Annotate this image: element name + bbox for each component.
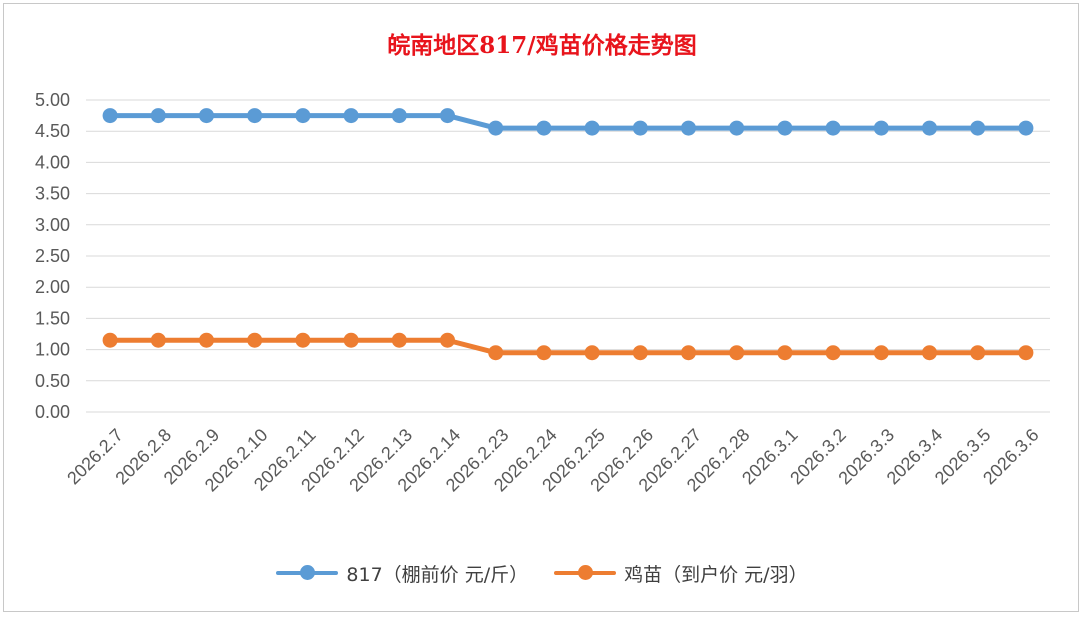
data-point-1: [536, 345, 552, 361]
chart-frame: [3, 3, 1079, 612]
y-tick-label: 3.50: [35, 184, 70, 204]
data-point-1: [632, 345, 648, 361]
data-point-1: [681, 345, 696, 361]
data-point-0: [825, 120, 841, 136]
data-point-0: [488, 120, 504, 136]
y-tick-label: 5.00: [35, 90, 70, 110]
legend-label-817: 817（棚前价 元/斤）: [346, 563, 529, 586]
data-point-0: [729, 120, 745, 136]
data-point-0: [922, 120, 937, 136]
y-tick-label: 2.50: [35, 246, 70, 266]
data-point-1: [729, 345, 745, 361]
data-point-0: [970, 120, 986, 136]
series-line-1: [107, 337, 1029, 356]
data-point-1: [391, 332, 407, 348]
data-point-1: [922, 345, 937, 361]
data-point-1: [102, 332, 118, 348]
y-tick-label: 1.50: [35, 308, 70, 328]
chart-title: 皖南地区817/鸡苗价格走势图: [387, 32, 697, 59]
data-point-1: [488, 345, 504, 361]
data-point-1: [873, 345, 889, 361]
data-point-1: [825, 345, 841, 361]
data-point-0: [873, 120, 889, 136]
y-tick-label: 4.50: [35, 121, 70, 141]
data-point-1: [777, 345, 793, 361]
legend-swatch-chick: [554, 565, 617, 580]
data-point-1: [584, 345, 600, 361]
y-tick-label: 4.00: [35, 152, 70, 172]
legend-swatch-817: [276, 565, 339, 580]
data-point-0: [681, 120, 696, 136]
y-tick-label: 0.50: [35, 371, 70, 391]
legend-item-817: 817（棚前价 元/斤）: [276, 560, 528, 587]
legend-label-chick: 鸡苗（到户价 元/羽）: [624, 563, 808, 586]
legend-item-chick: 鸡苗（到户价 元/羽）: [554, 560, 808, 587]
y-tick-label: 0.00: [35, 402, 70, 422]
data-point-0: [777, 120, 793, 136]
data-point-0: [584, 120, 600, 136]
y-tick-label: 2.00: [35, 277, 70, 297]
data-point-1: [150, 332, 166, 348]
chart-legend: 817（棚前价 元/斤） 鸡苗（到户价 元/羽）: [0, 558, 1084, 588]
data-point-0: [391, 108, 407, 124]
data-point-1: [970, 345, 986, 361]
data-point-0: [102, 108, 118, 124]
data-point-1: [440, 332, 455, 348]
data-point-1: [199, 332, 214, 348]
data-point-0: [1018, 120, 1034, 136]
data-point-0: [295, 108, 311, 124]
data-point-1: [343, 332, 359, 348]
data-point-0: [440, 108, 455, 124]
y-tick-label: 3.00: [35, 215, 70, 235]
data-point-0: [247, 108, 263, 124]
data-point-0: [343, 108, 359, 124]
data-point-1: [1018, 345, 1034, 361]
data-point-0: [199, 108, 214, 124]
data-point-1: [295, 332, 311, 348]
y-tick-label: 1.00: [35, 340, 70, 360]
data-point-0: [632, 120, 648, 136]
data-point-0: [536, 120, 552, 136]
data-point-0: [150, 108, 166, 124]
data-point-1: [247, 332, 263, 348]
series-line-0: [107, 113, 1029, 131]
